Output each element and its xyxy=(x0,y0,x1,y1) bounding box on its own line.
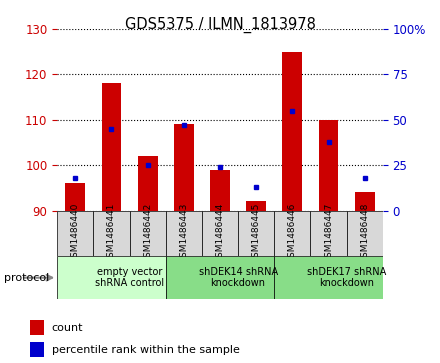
Bar xyxy=(138,156,158,211)
Text: GSM1486446: GSM1486446 xyxy=(288,203,297,264)
Bar xyxy=(30,320,44,335)
Bar xyxy=(174,124,194,211)
Bar xyxy=(129,211,166,256)
Bar xyxy=(166,211,202,256)
Bar xyxy=(166,256,274,299)
Text: GSM1486445: GSM1486445 xyxy=(252,203,260,264)
Bar xyxy=(202,211,238,256)
Text: percentile rank within the sample: percentile rank within the sample xyxy=(52,345,239,355)
Bar xyxy=(93,211,129,256)
Bar xyxy=(30,342,44,357)
Text: shDEK17 shRNA
knockdown: shDEK17 shRNA knockdown xyxy=(307,267,386,289)
Bar xyxy=(274,256,383,299)
Bar xyxy=(319,120,338,211)
Text: empty vector
shRNA control: empty vector shRNA control xyxy=(95,267,164,289)
Text: GSM1486448: GSM1486448 xyxy=(360,203,369,264)
Text: GSM1486442: GSM1486442 xyxy=(143,203,152,263)
Text: GSM1486447: GSM1486447 xyxy=(324,203,333,264)
Bar xyxy=(102,83,121,211)
Bar xyxy=(210,170,230,211)
Text: GSM1486440: GSM1486440 xyxy=(71,203,80,264)
Bar xyxy=(274,211,311,256)
Bar xyxy=(246,201,266,211)
Bar xyxy=(238,211,274,256)
Text: shDEK14 shRNA
knockdown: shDEK14 shRNA knockdown xyxy=(198,267,278,289)
Bar xyxy=(355,192,375,211)
Text: GSM1486441: GSM1486441 xyxy=(107,203,116,264)
Bar xyxy=(347,211,383,256)
Text: protocol: protocol xyxy=(4,273,50,283)
Bar xyxy=(66,183,85,211)
Text: GSM1486443: GSM1486443 xyxy=(180,203,188,264)
Text: GSM1486444: GSM1486444 xyxy=(216,203,224,263)
Bar xyxy=(57,256,166,299)
Bar xyxy=(282,52,302,211)
Bar xyxy=(57,211,93,256)
Bar xyxy=(311,211,347,256)
Text: count: count xyxy=(52,323,83,333)
Text: GDS5375 / ILMN_1813978: GDS5375 / ILMN_1813978 xyxy=(125,16,315,33)
